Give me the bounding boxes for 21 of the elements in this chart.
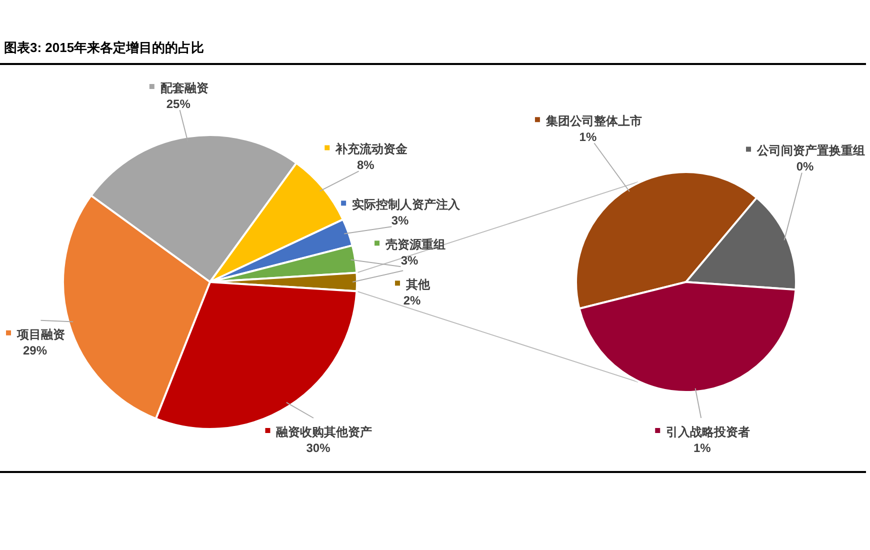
data-label: 25% <box>166 97 191 111</box>
data-label: 29% <box>22 343 48 358</box>
legend-label: 项目融资 <box>16 327 65 342</box>
legend-label: 公司间资产置换重组 <box>756 144 865 158</box>
data-label: 1% <box>579 130 597 144</box>
legend-label: 壳资源重组 <box>386 238 446 252</box>
chart-title: 图表3: 2015年来各定增目的的占比 <box>4 40 204 55</box>
data-label: 2% <box>403 294 421 308</box>
legend-label: 配套融资 <box>160 81 208 95</box>
data-label: 1% <box>693 441 712 455</box>
legend-label: 其他 <box>405 278 431 292</box>
data-label: 30% <box>306 441 331 455</box>
data-label: 8% <box>356 158 375 172</box>
data-label: 3% <box>391 214 410 228</box>
legend-label: 实际控制人资产注入 <box>352 198 462 212</box>
legend-label: 补充流动资金 <box>334 142 409 156</box>
data-label: 3% <box>400 254 419 268</box>
legend-label: 引入战略投资者 <box>666 425 750 439</box>
data-label: 0% <box>796 160 814 174</box>
legend-label: 集团公司整体上市 <box>544 114 642 128</box>
legend-label: 融资收购其他资产 <box>276 425 372 439</box>
